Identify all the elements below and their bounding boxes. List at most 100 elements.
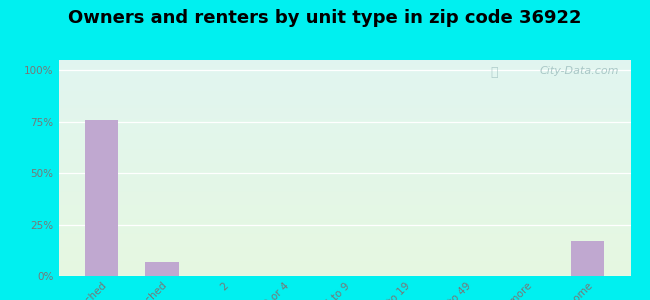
Bar bbox=[58, 118, 630, 119]
Bar bbox=[58, 72, 630, 73]
Bar bbox=[58, 264, 630, 265]
Bar bbox=[58, 163, 630, 164]
Bar bbox=[58, 261, 630, 262]
Bar bbox=[58, 173, 630, 175]
Bar bbox=[58, 156, 630, 157]
Bar bbox=[58, 166, 630, 167]
Bar bbox=[58, 183, 630, 184]
Bar bbox=[58, 145, 630, 146]
Bar bbox=[58, 271, 630, 272]
Bar bbox=[58, 80, 630, 82]
Bar bbox=[58, 160, 630, 161]
Bar bbox=[58, 199, 630, 200]
Bar bbox=[58, 127, 630, 128]
Bar bbox=[58, 198, 630, 199]
Bar bbox=[571, 241, 604, 276]
Bar bbox=[58, 217, 630, 218]
Bar bbox=[58, 85, 630, 86]
Bar bbox=[58, 242, 630, 244]
Bar bbox=[58, 116, 630, 117]
Bar bbox=[58, 220, 630, 221]
Bar bbox=[58, 259, 630, 260]
Bar bbox=[58, 69, 630, 70]
Bar bbox=[58, 128, 630, 129]
Bar bbox=[58, 205, 630, 206]
Bar bbox=[58, 231, 630, 232]
Bar bbox=[58, 143, 630, 144]
Bar bbox=[58, 178, 630, 179]
Bar bbox=[58, 262, 630, 263]
Bar bbox=[58, 63, 630, 64]
Bar bbox=[58, 142, 630, 143]
Bar bbox=[58, 100, 630, 101]
Bar bbox=[58, 208, 630, 209]
Bar bbox=[58, 227, 630, 229]
Bar bbox=[58, 177, 630, 178]
Bar bbox=[58, 194, 630, 195]
Bar bbox=[58, 159, 630, 160]
Text: ⦿: ⦿ bbox=[490, 67, 498, 80]
Bar bbox=[58, 236, 630, 237]
Bar bbox=[58, 240, 630, 242]
Bar bbox=[58, 155, 630, 156]
Bar bbox=[58, 168, 630, 169]
Bar bbox=[58, 232, 630, 233]
Bar bbox=[58, 132, 630, 134]
Bar bbox=[58, 275, 630, 276]
Bar bbox=[58, 101, 630, 102]
Bar bbox=[58, 77, 630, 78]
Bar bbox=[58, 97, 630, 98]
Bar bbox=[58, 138, 630, 139]
Bar bbox=[58, 148, 630, 150]
Bar bbox=[58, 109, 630, 110]
Bar bbox=[58, 196, 630, 197]
Bar bbox=[58, 265, 630, 266]
Bar bbox=[58, 139, 630, 140]
Bar bbox=[58, 126, 630, 127]
Bar bbox=[58, 112, 630, 113]
Text: Owners and renters by unit type in zip code 36922: Owners and renters by unit type in zip c… bbox=[68, 9, 582, 27]
Bar bbox=[58, 157, 630, 158]
Bar bbox=[58, 151, 630, 152]
Bar bbox=[58, 190, 630, 191]
Bar bbox=[58, 182, 630, 183]
Bar bbox=[58, 121, 630, 122]
Bar bbox=[58, 260, 630, 261]
Bar bbox=[58, 140, 630, 141]
Bar bbox=[58, 131, 630, 132]
Bar bbox=[58, 239, 630, 240]
Bar bbox=[58, 248, 630, 249]
Bar bbox=[58, 206, 630, 207]
Bar bbox=[58, 60, 630, 61]
Bar bbox=[58, 88, 630, 89]
Bar bbox=[58, 274, 630, 275]
Bar bbox=[58, 222, 630, 223]
Bar bbox=[58, 268, 630, 269]
Bar bbox=[58, 96, 630, 97]
Bar bbox=[58, 181, 630, 182]
Bar bbox=[58, 204, 630, 205]
Bar bbox=[58, 122, 630, 123]
Bar bbox=[58, 167, 630, 168]
Bar bbox=[58, 252, 630, 253]
Bar bbox=[58, 153, 630, 154]
Bar bbox=[58, 219, 630, 220]
Bar bbox=[58, 185, 630, 186]
Bar bbox=[58, 125, 630, 126]
Bar bbox=[58, 78, 630, 80]
Bar bbox=[58, 273, 630, 274]
Bar bbox=[58, 254, 630, 256]
Bar bbox=[58, 245, 630, 246]
Bar bbox=[58, 119, 630, 121]
Bar bbox=[58, 230, 630, 231]
Bar bbox=[58, 169, 630, 170]
Bar bbox=[58, 250, 630, 251]
Bar bbox=[58, 247, 630, 248]
Bar bbox=[58, 82, 630, 83]
Bar bbox=[58, 64, 630, 65]
Bar bbox=[58, 87, 630, 88]
Bar bbox=[58, 266, 630, 267]
Bar bbox=[58, 164, 630, 165]
Bar bbox=[58, 193, 630, 194]
Bar bbox=[58, 141, 630, 142]
